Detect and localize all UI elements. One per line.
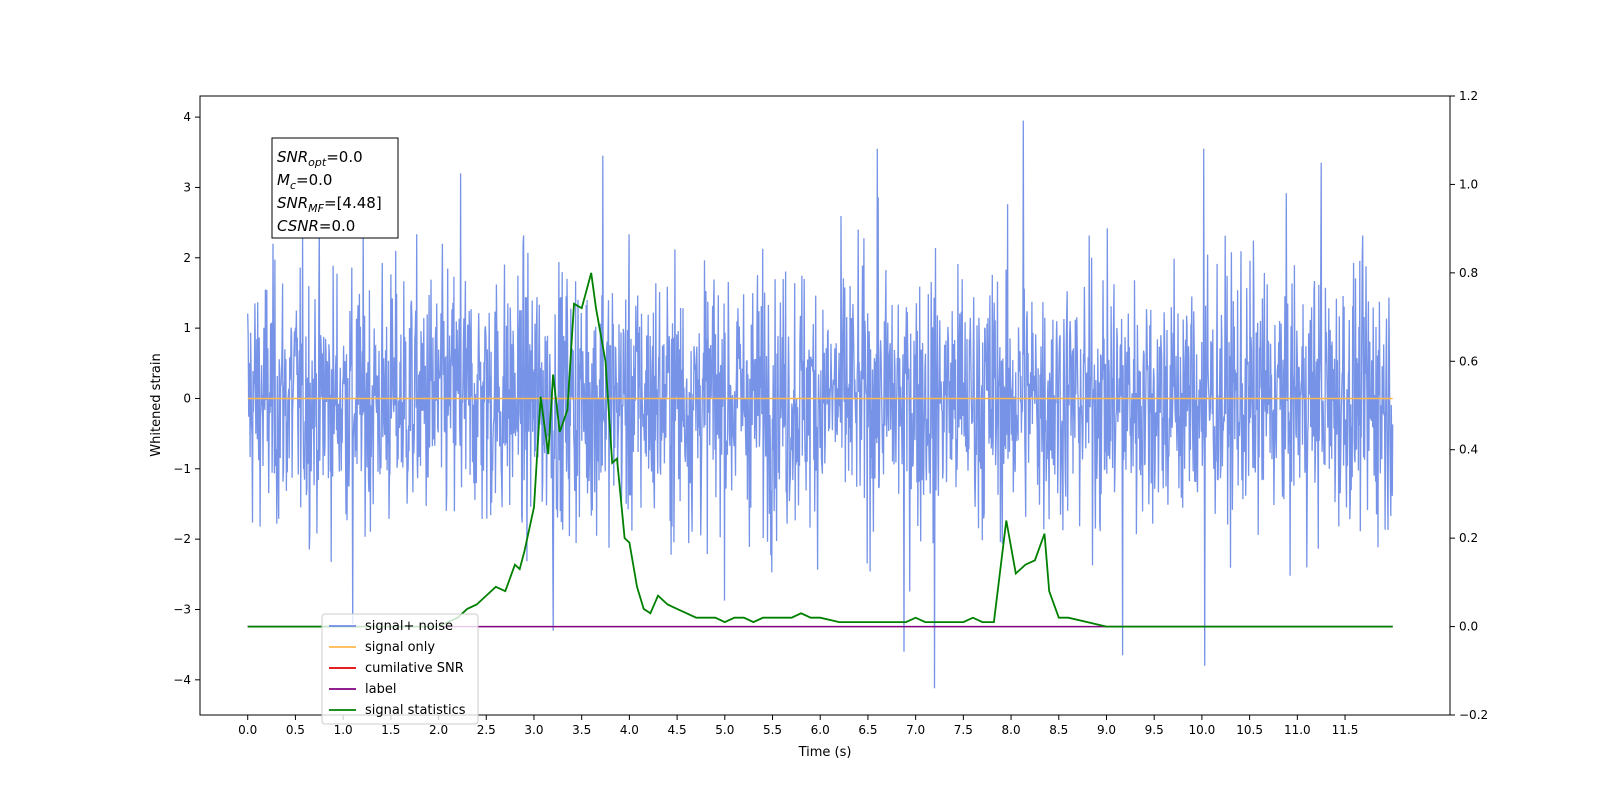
x-tick-label: 4.5 xyxy=(668,723,687,737)
y-tick-label: −4 xyxy=(173,673,191,687)
annotation-line: CSNR=0.0 xyxy=(277,217,355,235)
x-tick-label: 10.5 xyxy=(1236,723,1263,737)
y-tick-label: −2 xyxy=(173,532,191,546)
annotation-line: SNRMF=[4.48] xyxy=(277,194,382,215)
plot-frame xyxy=(199,95,1451,716)
series-signal-noise-line xyxy=(247,120,1394,689)
x-tick-label: 11.5 xyxy=(1332,723,1359,737)
x-tick-label: 0.0 xyxy=(238,723,257,737)
y-tick-label: 4 xyxy=(183,110,191,124)
legend: signal+ noise signal only cumilative SNR la… xyxy=(321,613,479,725)
legend-label: signal only xyxy=(365,640,435,655)
y2-tick-label: 1.0 xyxy=(1459,177,1478,191)
y2-tick-label: 0.6 xyxy=(1459,354,1478,368)
legend-label: signal+ noise xyxy=(365,619,453,634)
y2-tick-label: 0.2 xyxy=(1459,531,1478,545)
y2-tick-label: 0.0 xyxy=(1459,620,1478,634)
x-tick-label: 2.5 xyxy=(477,723,496,737)
x-tick-label: 4.0 xyxy=(620,723,639,737)
x-tick-label: 8.0 xyxy=(1002,723,1021,737)
x-tick-label: 3.5 xyxy=(572,723,591,737)
x-tick-label: 2.0 xyxy=(429,723,448,737)
y-tick-label: 1 xyxy=(183,321,191,335)
legend-label: signal statistics xyxy=(365,703,466,718)
x-tick-label: 7.0 xyxy=(906,723,925,737)
annotation-line: Mc=0.0 xyxy=(277,171,332,192)
x-tick-label: 10.0 xyxy=(1189,723,1216,737)
x-tick-label: 5.0 xyxy=(715,723,734,737)
x-tick-label: 1.0 xyxy=(334,723,353,737)
annotation-frame xyxy=(271,137,399,239)
x-tick-label: 7.5 xyxy=(954,723,973,737)
y-tick-label: 0 xyxy=(183,391,191,405)
y2-tick-label: 0.4 xyxy=(1459,443,1478,457)
y-tick-label: −1 xyxy=(173,462,191,476)
x-tick-label: 3.0 xyxy=(524,723,543,737)
y-tick-label: 2 xyxy=(183,251,191,265)
y-axis-label: Whitened strain xyxy=(149,353,164,456)
legend-label: cumilative SNR xyxy=(365,661,464,676)
y2-tick-label: 0.8 xyxy=(1459,266,1478,280)
x-tick-label: 6.5 xyxy=(858,723,877,737)
x-tick-label: 11.0 xyxy=(1284,723,1311,737)
series-signal-statistics-line xyxy=(247,272,1393,628)
axes-layer: 0.0 0.5 1.0 1.5 2.0 2.5 3.0 3.5 4.0 4.5 5.0 5.5 6.0 6… xyxy=(173,89,1488,737)
annotation-line: SNRopt=0.0 xyxy=(277,148,363,169)
legend-frame xyxy=(321,613,479,725)
legend-label: label xyxy=(365,682,396,697)
x-tick-label: 0.5 xyxy=(286,723,305,737)
x-tick-label: 6.0 xyxy=(811,723,830,737)
x-axis-label: Time (s) xyxy=(798,745,852,760)
x-tick-label: 9.5 xyxy=(1145,723,1164,737)
x-tick-label: 1.5 xyxy=(381,723,400,737)
y-tick-label: −3 xyxy=(173,602,191,616)
x-tick-label: 5.5 xyxy=(763,723,782,737)
y2-tick-label: −0.2 xyxy=(1459,708,1488,722)
y-tick-label: 3 xyxy=(183,180,191,194)
x-tick-label: 9.0 xyxy=(1097,723,1116,737)
y2-tick-label: 1.2 xyxy=(1459,89,1478,103)
x-tick-label: 8.5 xyxy=(1049,723,1068,737)
